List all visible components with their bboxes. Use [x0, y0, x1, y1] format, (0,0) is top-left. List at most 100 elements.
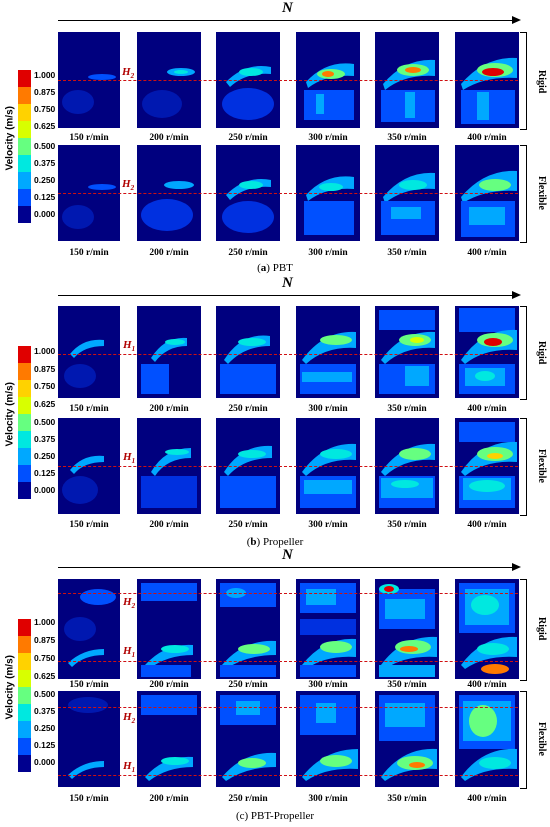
row-label-rigid: Rigid [536, 341, 547, 365]
rotation-speed-arrow [58, 20, 518, 21]
colorbar-tick: 0.625 [34, 671, 56, 681]
panel-caption: (c) PBT-Propeller [235, 810, 315, 822]
height-line [58, 775, 518, 776]
speed-label: 250 r/min [228, 133, 268, 143]
speed-label: 350 r/min [387, 680, 427, 690]
speed-label: 200 r/min [149, 404, 189, 414]
arrow-head-icon [512, 291, 521, 299]
speed-label: 300 r/min [308, 133, 348, 143]
contour-cell [296, 306, 360, 398]
height-line [58, 354, 518, 355]
row-bracket [520, 691, 527, 789]
contour-cell [455, 691, 519, 787]
contour-cell [375, 579, 439, 679]
speed-label: 250 r/min [228, 404, 268, 414]
colorbar-tick: 1.000 [34, 346, 56, 356]
colorbar-tick: 0.250 [34, 175, 56, 185]
speed-label: 250 r/min [228, 248, 268, 258]
arrow-head-icon [512, 16, 521, 24]
contour-cell [375, 306, 439, 398]
row-label-flexible: Flexible [536, 176, 547, 210]
contour-cell [455, 306, 519, 398]
row-bracket [520, 306, 527, 400]
speed-label: 300 r/min [308, 404, 348, 414]
contour-cell [455, 579, 519, 679]
contour-cell [58, 691, 120, 787]
speed-label: 400 r/min [467, 404, 507, 414]
speed-label: 350 r/min [387, 404, 427, 414]
n-label: N [282, 275, 293, 291]
speed-label: 350 r/min [387, 248, 427, 258]
colorbar-tick: 0.000 [34, 757, 56, 767]
speed-label: 400 r/min [467, 794, 507, 804]
speed-label: 150 r/min [69, 404, 109, 414]
colorbar-tick: 0.875 [34, 635, 56, 645]
contour-cell [296, 32, 360, 128]
speed-label: 300 r/min [308, 520, 348, 530]
row-bracket [520, 418, 527, 516]
h-label: H1 [123, 451, 136, 466]
height-line [58, 466, 518, 467]
contour-cell [137, 306, 201, 398]
colorbar-tick: 0.750 [34, 104, 56, 114]
colorbar [18, 346, 31, 499]
contour-cell [137, 579, 201, 679]
colorbar-tick: 0.500 [34, 141, 56, 151]
row-bracket [520, 145, 527, 243]
h-label: H2 [122, 66, 135, 81]
rotation-speed-arrow [58, 567, 518, 568]
speed-label: 250 r/min [228, 520, 268, 530]
colorbar-label: Velocity (m/s) [4, 382, 16, 447]
row-label-rigid: Rigid [536, 617, 547, 641]
speed-label: 250 r/min [228, 794, 268, 804]
h-label: H1 [123, 645, 136, 660]
rotation-speed-arrow [58, 295, 518, 296]
speed-label: 200 r/min [149, 794, 189, 804]
speed-label: 350 r/min [387, 794, 427, 804]
colorbar-tick: 0.125 [34, 468, 56, 478]
colorbar-tick: 0.250 [34, 723, 56, 733]
colorbar-tick: 0.125 [34, 740, 56, 750]
colorbar-tick: 0.625 [34, 399, 56, 409]
speed-label: 150 r/min [69, 133, 109, 143]
h-label: H1 [123, 760, 136, 775]
colorbar-tick: 0.000 [34, 485, 56, 495]
height-line [58, 707, 518, 708]
colorbar-tick: 0.375 [34, 158, 56, 168]
row-label-rigid: Rigid [536, 70, 547, 94]
speed-label: 400 r/min [467, 680, 507, 690]
colorbar-tick: 1.000 [34, 70, 56, 80]
row-label-flexible: Flexible [536, 449, 547, 483]
colorbar-label: Velocity (m/s) [4, 106, 16, 171]
row-bracket [520, 579, 527, 681]
speed-label: 350 r/min [387, 520, 427, 530]
speed-label: 200 r/min [149, 680, 189, 690]
colorbar [18, 70, 31, 223]
contour-cell [216, 306, 280, 398]
colorbar-tick: 0.000 [34, 209, 56, 219]
colorbar-tick: 0.750 [34, 653, 56, 663]
contour-cell [58, 306, 120, 398]
height-line [58, 193, 518, 194]
speed-label: 350 r/min [387, 133, 427, 143]
speed-label: 150 r/min [69, 248, 109, 258]
colorbar-tick: 0.500 [34, 689, 56, 699]
h-label: H1 [123, 339, 136, 354]
contour-cell [296, 691, 360, 787]
n-label: N [282, 547, 293, 563]
speed-label: 400 r/min [467, 248, 507, 258]
contour-cell [216, 579, 280, 679]
contour-cell [58, 579, 120, 679]
height-line [58, 80, 518, 81]
speed-label: 200 r/min [149, 133, 189, 143]
row-bracket [520, 32, 527, 130]
panel-caption: (a) PBT [257, 262, 293, 274]
contour-cell [296, 579, 360, 679]
speed-label: 200 r/min [149, 520, 189, 530]
speed-label: 250 r/min [228, 680, 268, 690]
contour-cell [137, 691, 201, 787]
speed-label: 200 r/min [149, 248, 189, 258]
speed-label: 400 r/min [467, 133, 507, 143]
speed-label: 400 r/min [467, 520, 507, 530]
arrow-head-icon [512, 563, 521, 571]
